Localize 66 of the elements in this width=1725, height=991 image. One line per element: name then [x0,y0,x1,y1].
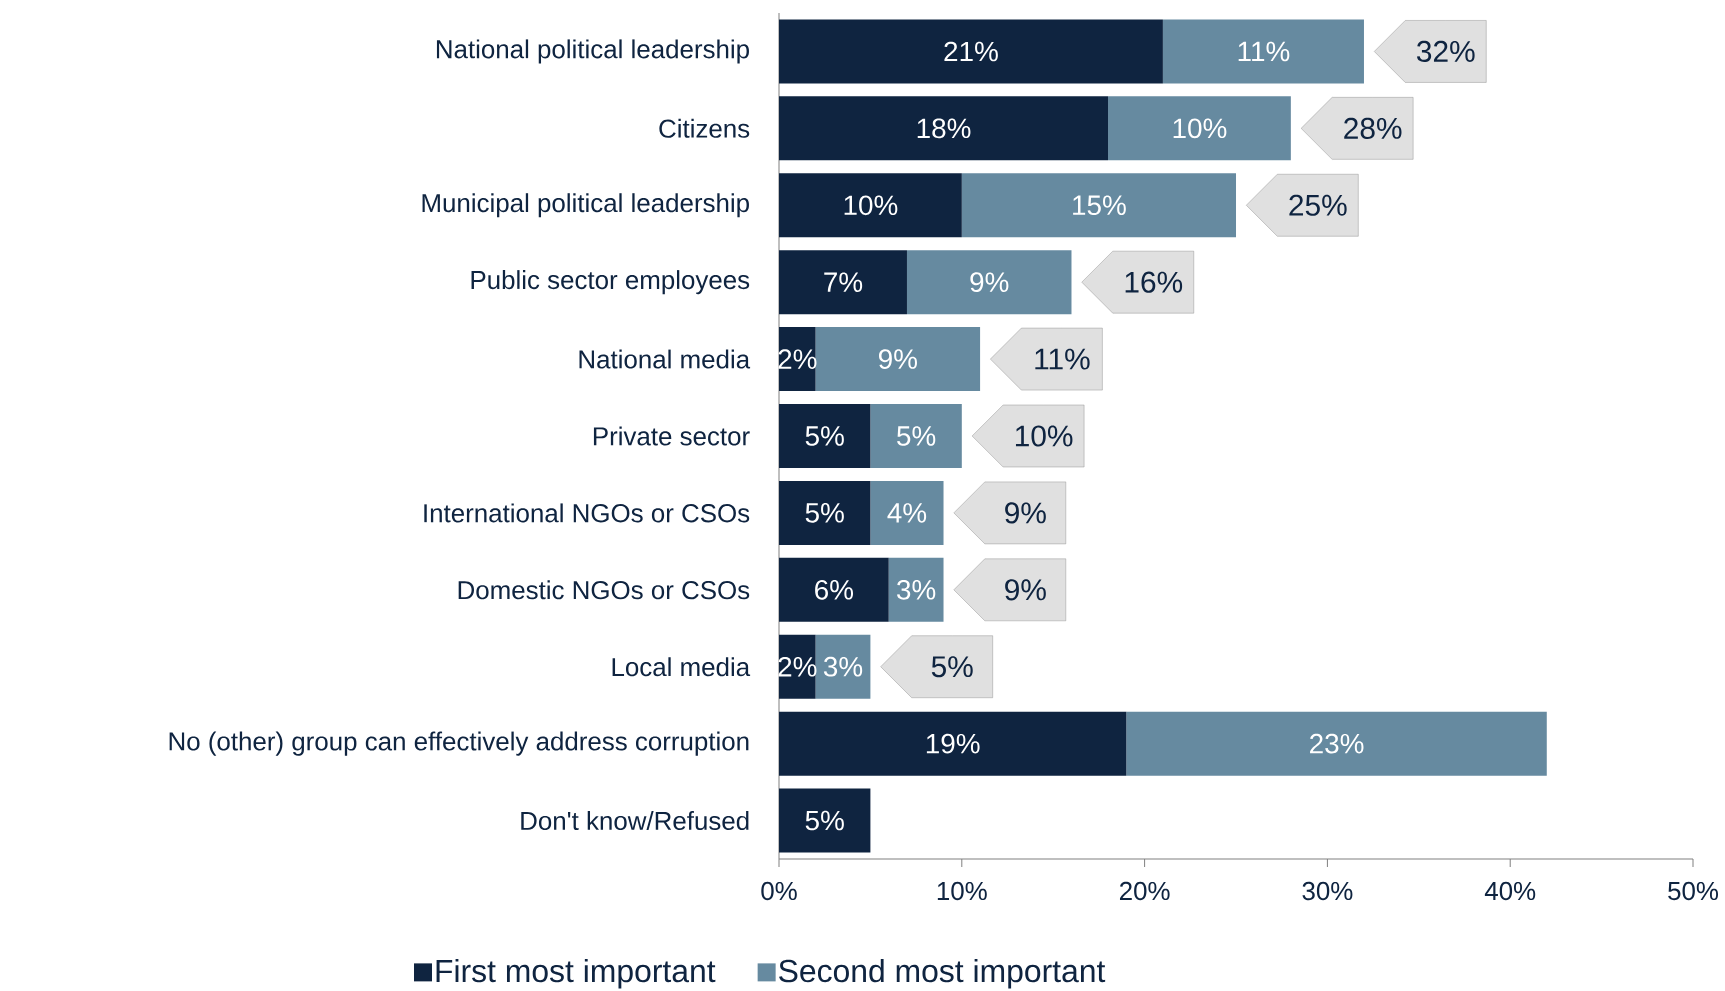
y-tick-label: Don't know/Refused [521,811,749,831]
y-tick-label: Public sector employees [471,270,750,295]
total-label: 9% [1005,502,1046,524]
bar [870,480,944,545]
y-tick-label: Citizens [659,118,750,138]
bar [779,250,907,315]
x-tick-label: 40% [1484,881,1536,901]
x-tick-label: 50% [1668,881,1718,901]
bar [815,327,981,392]
y-tick-label: Private sector [593,426,750,446]
data-label: 10% [844,195,898,216]
data-label: 5% [805,810,844,831]
data-label: 10% [1173,118,1227,139]
y-tick-label: National political leadership [436,39,749,64]
bar [779,557,889,622]
data-label: 9% [878,349,917,369]
data-label: 15% [1073,195,1126,216]
x-tick-label: 20% [1119,881,1170,901]
data-label: 23% [1310,733,1364,754]
data-label: 19% [926,733,980,754]
data-label: 18% [917,118,971,139]
data-label: 5% [805,426,844,446]
y-tick-label: Domestic NGOs or CSOs [458,580,750,600]
x-tick-label: 30% [1302,881,1353,901]
bar [961,173,1237,238]
data-label: 3% [823,656,863,677]
data-label: 3% [897,579,936,600]
data-label: 7% [824,272,863,292]
total-label: 5% [931,656,973,678]
x-tick-label: 10% [937,881,987,901]
y-tick-label: Local media [612,657,751,677]
data-label: 21% [944,41,998,62]
bar [1108,96,1291,161]
bar [779,480,871,545]
total-label: 25% [1289,194,1347,216]
bar [779,96,1109,161]
data-label: 5% [805,503,844,523]
y-tick-label: International NGOs or CSOs [424,503,750,523]
bar [888,557,944,622]
bar [870,404,962,469]
bar [1126,711,1547,776]
data-label: 11% [1238,41,1290,62]
y-tick-label: National media [579,349,751,369]
total-label: 11% [1035,348,1090,370]
bar [779,404,871,469]
y-tick-label: No (other) group can effectively address corruption [169,731,749,756]
y-tick-label: Municipal political leadership [422,193,749,218]
bar [779,711,1127,776]
bar [906,250,1072,315]
x-tick-label: 0% [761,881,797,901]
bar [779,19,1163,84]
total-label: 9% [1005,579,1046,601]
total-label: 28% [1344,117,1402,139]
total-label: 32% [1416,40,1475,63]
bar [779,173,962,238]
bar [779,788,871,853]
bar [1162,19,1364,84]
data-label: 6% [815,579,854,600]
data-label: 9% [970,272,1009,293]
total-label: 10% [1015,425,1073,447]
legend-label: Second most important [779,958,1106,989]
data-label: 4% [887,503,927,523]
total-label: 16% [1125,271,1183,293]
legend-label: First most important [436,958,716,989]
bar [815,634,871,699]
data-label: 5% [897,426,936,446]
